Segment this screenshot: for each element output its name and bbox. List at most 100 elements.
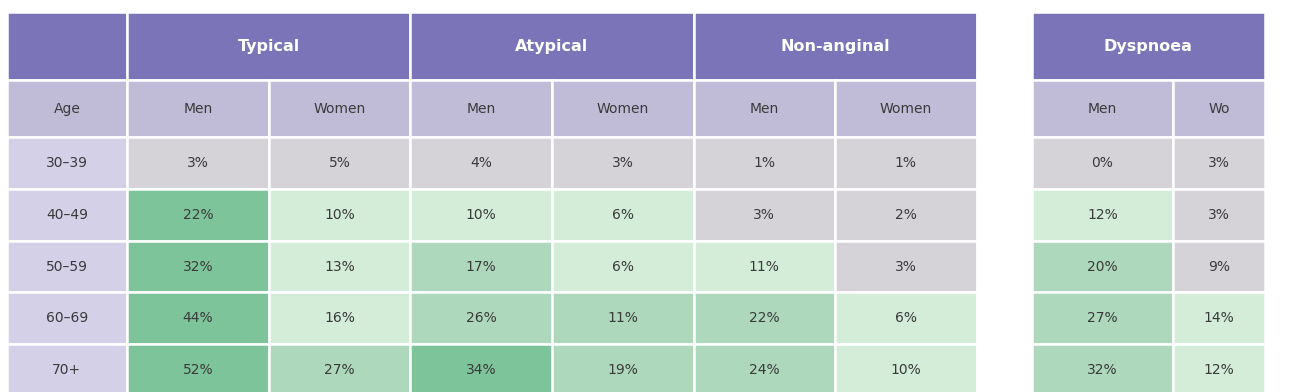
Text: 3%: 3% bbox=[187, 156, 208, 170]
FancyBboxPatch shape bbox=[127, 189, 269, 241]
Text: 14%: 14% bbox=[1203, 311, 1235, 325]
Text: Atypical: Atypical bbox=[515, 38, 589, 54]
FancyBboxPatch shape bbox=[835, 189, 977, 241]
Text: 27%: 27% bbox=[1087, 311, 1118, 325]
FancyBboxPatch shape bbox=[127, 12, 410, 80]
Text: Wo: Wo bbox=[1209, 102, 1230, 116]
Text: 70+: 70+ bbox=[52, 363, 81, 377]
FancyBboxPatch shape bbox=[1032, 137, 1173, 189]
FancyBboxPatch shape bbox=[127, 344, 269, 392]
Text: Women: Women bbox=[313, 102, 366, 116]
Text: 17%: 17% bbox=[465, 260, 497, 274]
Text: Dyspnoea: Dyspnoea bbox=[1104, 38, 1193, 54]
FancyBboxPatch shape bbox=[127, 292, 269, 344]
Text: 32%: 32% bbox=[1087, 363, 1118, 377]
Text: 3%: 3% bbox=[895, 260, 916, 274]
Text: 32%: 32% bbox=[182, 260, 214, 274]
FancyBboxPatch shape bbox=[835, 344, 977, 392]
Text: 52%: 52% bbox=[182, 363, 214, 377]
FancyBboxPatch shape bbox=[977, 137, 1032, 189]
Text: 12%: 12% bbox=[1087, 208, 1118, 222]
Text: 27%: 27% bbox=[324, 363, 355, 377]
Text: 10%: 10% bbox=[324, 208, 355, 222]
Text: 11%: 11% bbox=[607, 311, 638, 325]
Text: 3%: 3% bbox=[1209, 156, 1230, 170]
Text: 60–69: 60–69 bbox=[46, 311, 88, 325]
FancyBboxPatch shape bbox=[269, 344, 410, 392]
FancyBboxPatch shape bbox=[410, 80, 552, 137]
FancyBboxPatch shape bbox=[552, 189, 694, 241]
FancyBboxPatch shape bbox=[410, 241, 552, 292]
Text: 9%: 9% bbox=[1209, 260, 1230, 274]
FancyBboxPatch shape bbox=[552, 137, 694, 189]
FancyBboxPatch shape bbox=[977, 344, 1032, 392]
FancyBboxPatch shape bbox=[552, 80, 694, 137]
Text: 20%: 20% bbox=[1087, 260, 1118, 274]
FancyBboxPatch shape bbox=[552, 344, 694, 392]
FancyBboxPatch shape bbox=[410, 12, 694, 80]
FancyBboxPatch shape bbox=[7, 292, 127, 344]
Text: 40–49: 40–49 bbox=[46, 208, 88, 222]
FancyBboxPatch shape bbox=[1173, 80, 1265, 137]
FancyBboxPatch shape bbox=[977, 292, 1032, 344]
Text: 19%: 19% bbox=[607, 363, 638, 377]
FancyBboxPatch shape bbox=[835, 292, 977, 344]
Text: 10%: 10% bbox=[890, 363, 922, 377]
FancyBboxPatch shape bbox=[694, 80, 835, 137]
Text: Women: Women bbox=[597, 102, 649, 116]
FancyBboxPatch shape bbox=[1173, 137, 1265, 189]
FancyBboxPatch shape bbox=[694, 241, 835, 292]
Text: 22%: 22% bbox=[749, 311, 780, 325]
Text: Men: Men bbox=[184, 102, 212, 116]
FancyBboxPatch shape bbox=[127, 80, 269, 137]
FancyBboxPatch shape bbox=[835, 80, 977, 137]
FancyBboxPatch shape bbox=[1032, 241, 1173, 292]
FancyBboxPatch shape bbox=[1032, 12, 1265, 80]
Text: Age: Age bbox=[54, 102, 80, 116]
FancyBboxPatch shape bbox=[552, 241, 694, 292]
FancyBboxPatch shape bbox=[1173, 241, 1265, 292]
FancyBboxPatch shape bbox=[410, 137, 552, 189]
FancyBboxPatch shape bbox=[1173, 189, 1265, 241]
Text: Men: Men bbox=[1088, 102, 1117, 116]
Text: 3%: 3% bbox=[1209, 208, 1230, 222]
FancyBboxPatch shape bbox=[1173, 344, 1265, 392]
FancyBboxPatch shape bbox=[269, 292, 410, 344]
FancyBboxPatch shape bbox=[694, 12, 977, 80]
Text: 22%: 22% bbox=[182, 208, 214, 222]
Text: 44%: 44% bbox=[182, 311, 214, 325]
FancyBboxPatch shape bbox=[1032, 292, 1173, 344]
Text: 30–39: 30–39 bbox=[46, 156, 88, 170]
FancyBboxPatch shape bbox=[269, 80, 410, 137]
Text: 3%: 3% bbox=[754, 208, 775, 222]
Text: 6%: 6% bbox=[612, 260, 633, 274]
FancyBboxPatch shape bbox=[269, 189, 410, 241]
Text: 10%: 10% bbox=[465, 208, 497, 222]
FancyBboxPatch shape bbox=[7, 12, 127, 80]
FancyBboxPatch shape bbox=[410, 344, 552, 392]
FancyBboxPatch shape bbox=[7, 344, 127, 392]
Text: Women: Women bbox=[880, 102, 932, 116]
FancyBboxPatch shape bbox=[977, 12, 1032, 80]
Text: 6%: 6% bbox=[895, 311, 916, 325]
FancyBboxPatch shape bbox=[835, 137, 977, 189]
FancyBboxPatch shape bbox=[1173, 292, 1265, 344]
FancyBboxPatch shape bbox=[269, 241, 410, 292]
Text: Non-anginal: Non-anginal bbox=[780, 38, 890, 54]
Text: 1%: 1% bbox=[895, 156, 916, 170]
FancyBboxPatch shape bbox=[977, 241, 1032, 292]
Text: Typical: Typical bbox=[237, 38, 300, 54]
Text: 6%: 6% bbox=[612, 208, 633, 222]
Text: 0%: 0% bbox=[1092, 156, 1113, 170]
Text: 16%: 16% bbox=[324, 311, 355, 325]
Text: 2%: 2% bbox=[895, 208, 916, 222]
Text: 4%: 4% bbox=[471, 156, 492, 170]
Text: 50–59: 50–59 bbox=[46, 260, 88, 274]
FancyBboxPatch shape bbox=[694, 292, 835, 344]
FancyBboxPatch shape bbox=[835, 241, 977, 292]
FancyBboxPatch shape bbox=[269, 137, 410, 189]
FancyBboxPatch shape bbox=[694, 189, 835, 241]
FancyBboxPatch shape bbox=[1032, 189, 1173, 241]
FancyBboxPatch shape bbox=[977, 80, 1032, 137]
FancyBboxPatch shape bbox=[1032, 80, 1173, 137]
